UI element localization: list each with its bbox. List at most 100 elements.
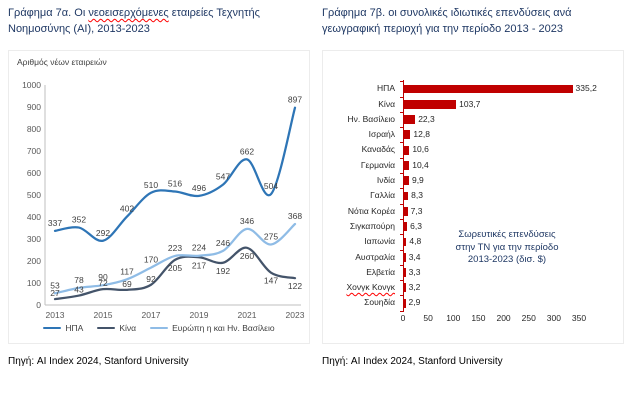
y-tick-label: 0 <box>36 300 41 310</box>
bar-row: Ισραήλ 12,8 <box>323 127 623 142</box>
bar-value-label: 335,2 <box>575 83 597 94</box>
bar-chart: ΗΠΑ 335,2 Κίνα 103,7 Ην. Βασίλειο 22,3 Ισραήλ 1… <box>322 50 624 345</box>
bar-category-label: Ινδία <box>376 175 395 186</box>
data-label: 53 <box>50 281 60 291</box>
bar-category-label: Ην. Βασίλειο <box>347 113 396 124</box>
data-label: 368 <box>288 211 302 221</box>
right-source: Πηγή: AI Index 2024, Stanford University <box>322 356 503 368</box>
bar-row: ΗΠΑ 335,2 <box>323 81 623 96</box>
legend: ΗΠΑ Κίνα Ευρώπη η και Ην. Βασίλειο <box>9 323 309 333</box>
bar-category-label: Γαλλία <box>370 190 395 201</box>
data-label: 510 <box>144 180 158 190</box>
y-tick-label: 300 <box>27 234 41 244</box>
category-axis-tick <box>400 310 403 312</box>
data-label: 217 <box>192 260 206 270</box>
bar-row: Σιγκαπούρη 6,3 <box>323 219 623 234</box>
series-line-2 <box>53 223 297 295</box>
bar-category-label: Καναδάς <box>361 144 395 155</box>
bar-category-label: Ελβετία <box>366 266 395 277</box>
x-tick-label: 2021 <box>238 310 257 320</box>
series-line-0 <box>53 106 297 243</box>
category-axis-tick <box>400 96 403 98</box>
bar <box>404 145 410 155</box>
bar <box>404 84 573 94</box>
y-tick-label: 800 <box>27 124 41 134</box>
category-axis-line <box>403 80 404 313</box>
data-label: 117 <box>120 266 134 276</box>
data-label: 897 <box>288 95 302 105</box>
x-tick-label: 2017 <box>142 310 161 320</box>
category-axis-tick <box>400 234 403 236</box>
bar-value-label: 3,3 <box>408 266 421 277</box>
data-label: 78 <box>74 275 84 285</box>
bar-row: Νότια Κορέα 7,3 <box>323 204 623 219</box>
data-label: 92 <box>146 274 156 284</box>
bar-category-label: Ιαπωνία <box>364 236 395 247</box>
y-tick-label: 200 <box>27 256 41 266</box>
bar-row: Γερμανία 10,4 <box>323 158 623 173</box>
category-axis-tick <box>400 295 403 297</box>
right-panel: Γράφημα 7β. οι συνολικές ιδιωτικές επενδ… <box>322 6 624 367</box>
bar-row: Ινδία 9,9 <box>323 173 623 188</box>
left-title-prefix: Γράφημα 7α. Οι <box>8 7 89 19</box>
bar <box>404 130 411 140</box>
bar-category-label: Κίνα <box>378 98 395 109</box>
bar <box>404 115 416 124</box>
bar-category-label: Ισραήλ <box>368 129 395 140</box>
y-tick-label: 400 <box>27 212 41 222</box>
legend-item: Ευρώπη η και Ην. Βασίλειο <box>150 323 275 333</box>
x-axis-tick-label: 0 <box>400 313 406 324</box>
bar-row: Σουηδία 2,9 <box>323 295 623 310</box>
data-label: 170 <box>144 255 158 265</box>
bar-value-label: 2,9 <box>408 297 421 308</box>
y-tick-label: 700 <box>27 146 41 156</box>
bar <box>404 237 407 247</box>
legend-item: ΗΠΑ <box>43 323 83 333</box>
y-tick-label: 100 <box>27 278 41 288</box>
bar-row: Χονγκ Κονγκ 3,2 <box>323 280 623 295</box>
bar-value-label: 8,3 <box>411 190 423 201</box>
y-tick-label: 500 <box>27 190 41 200</box>
data-label: 192 <box>216 266 230 276</box>
legend-label: Ευρώπη η και Ην. Βασίλειο <box>172 323 275 334</box>
x-axis-tick-label: 200 <box>496 313 511 324</box>
data-label: 547 <box>216 172 230 182</box>
data-label: 292 <box>96 228 110 238</box>
data-label: 516 <box>168 179 182 189</box>
data-label: 205 <box>168 263 182 273</box>
data-label: 402 <box>120 204 134 214</box>
bar-row: Αυστραλία 3,4 <box>323 250 623 265</box>
data-label: 260 <box>240 251 254 261</box>
bar <box>404 161 410 170</box>
bar-category-label: Γερμανία <box>360 159 395 170</box>
data-label: 275 <box>264 232 278 242</box>
data-label: 90 <box>98 272 108 282</box>
data-label: 504 <box>264 181 278 191</box>
category-axis-tick <box>400 81 403 83</box>
annotation: Σωρευτικές επενδύσεις στην ΤΝ για την πε… <box>455 229 559 266</box>
x-tick-label: 2013 <box>46 310 65 320</box>
data-label: 496 <box>192 183 206 193</box>
data-label: 69 <box>122 279 132 289</box>
data-label: 147 <box>264 276 278 286</box>
left-title-misspelled-word: νεοεισερχόμενες <box>88 7 169 19</box>
category-axis-tick <box>400 142 403 144</box>
x-axis-tick-label: 150 <box>471 313 486 324</box>
left-panel: Γράφημα 7α. Οι νεοεισερχόμενες εταιρείες… <box>8 6 310 367</box>
line-chart: Αριθμός νέων εταιρειών 0 100 200 300 400 500 6… <box>8 50 310 345</box>
bar <box>404 268 406 277</box>
bar-row: Γαλλία 8,3 <box>323 188 623 203</box>
bar <box>404 252 406 262</box>
bar <box>404 298 406 308</box>
x-tick-label: 2015 <box>94 310 113 320</box>
legend-line-swatch <box>43 326 62 330</box>
bar-row: Καναδάς 10,6 <box>323 142 623 157</box>
category-axis-tick <box>400 264 403 266</box>
category-axis-tick <box>400 127 403 129</box>
bar-value-label: 22,3 <box>418 113 435 124</box>
data-label: 72 <box>98 278 108 288</box>
bar-value-label: 4,8 <box>409 236 422 247</box>
bar-value-label: 9,9 <box>411 175 424 186</box>
bar-row: Ιαπωνία 4,8 <box>323 234 623 249</box>
left-chart-title: Γράφημα 7α. Οι νεοεισερχόμενες εταιρείες… <box>8 6 270 37</box>
